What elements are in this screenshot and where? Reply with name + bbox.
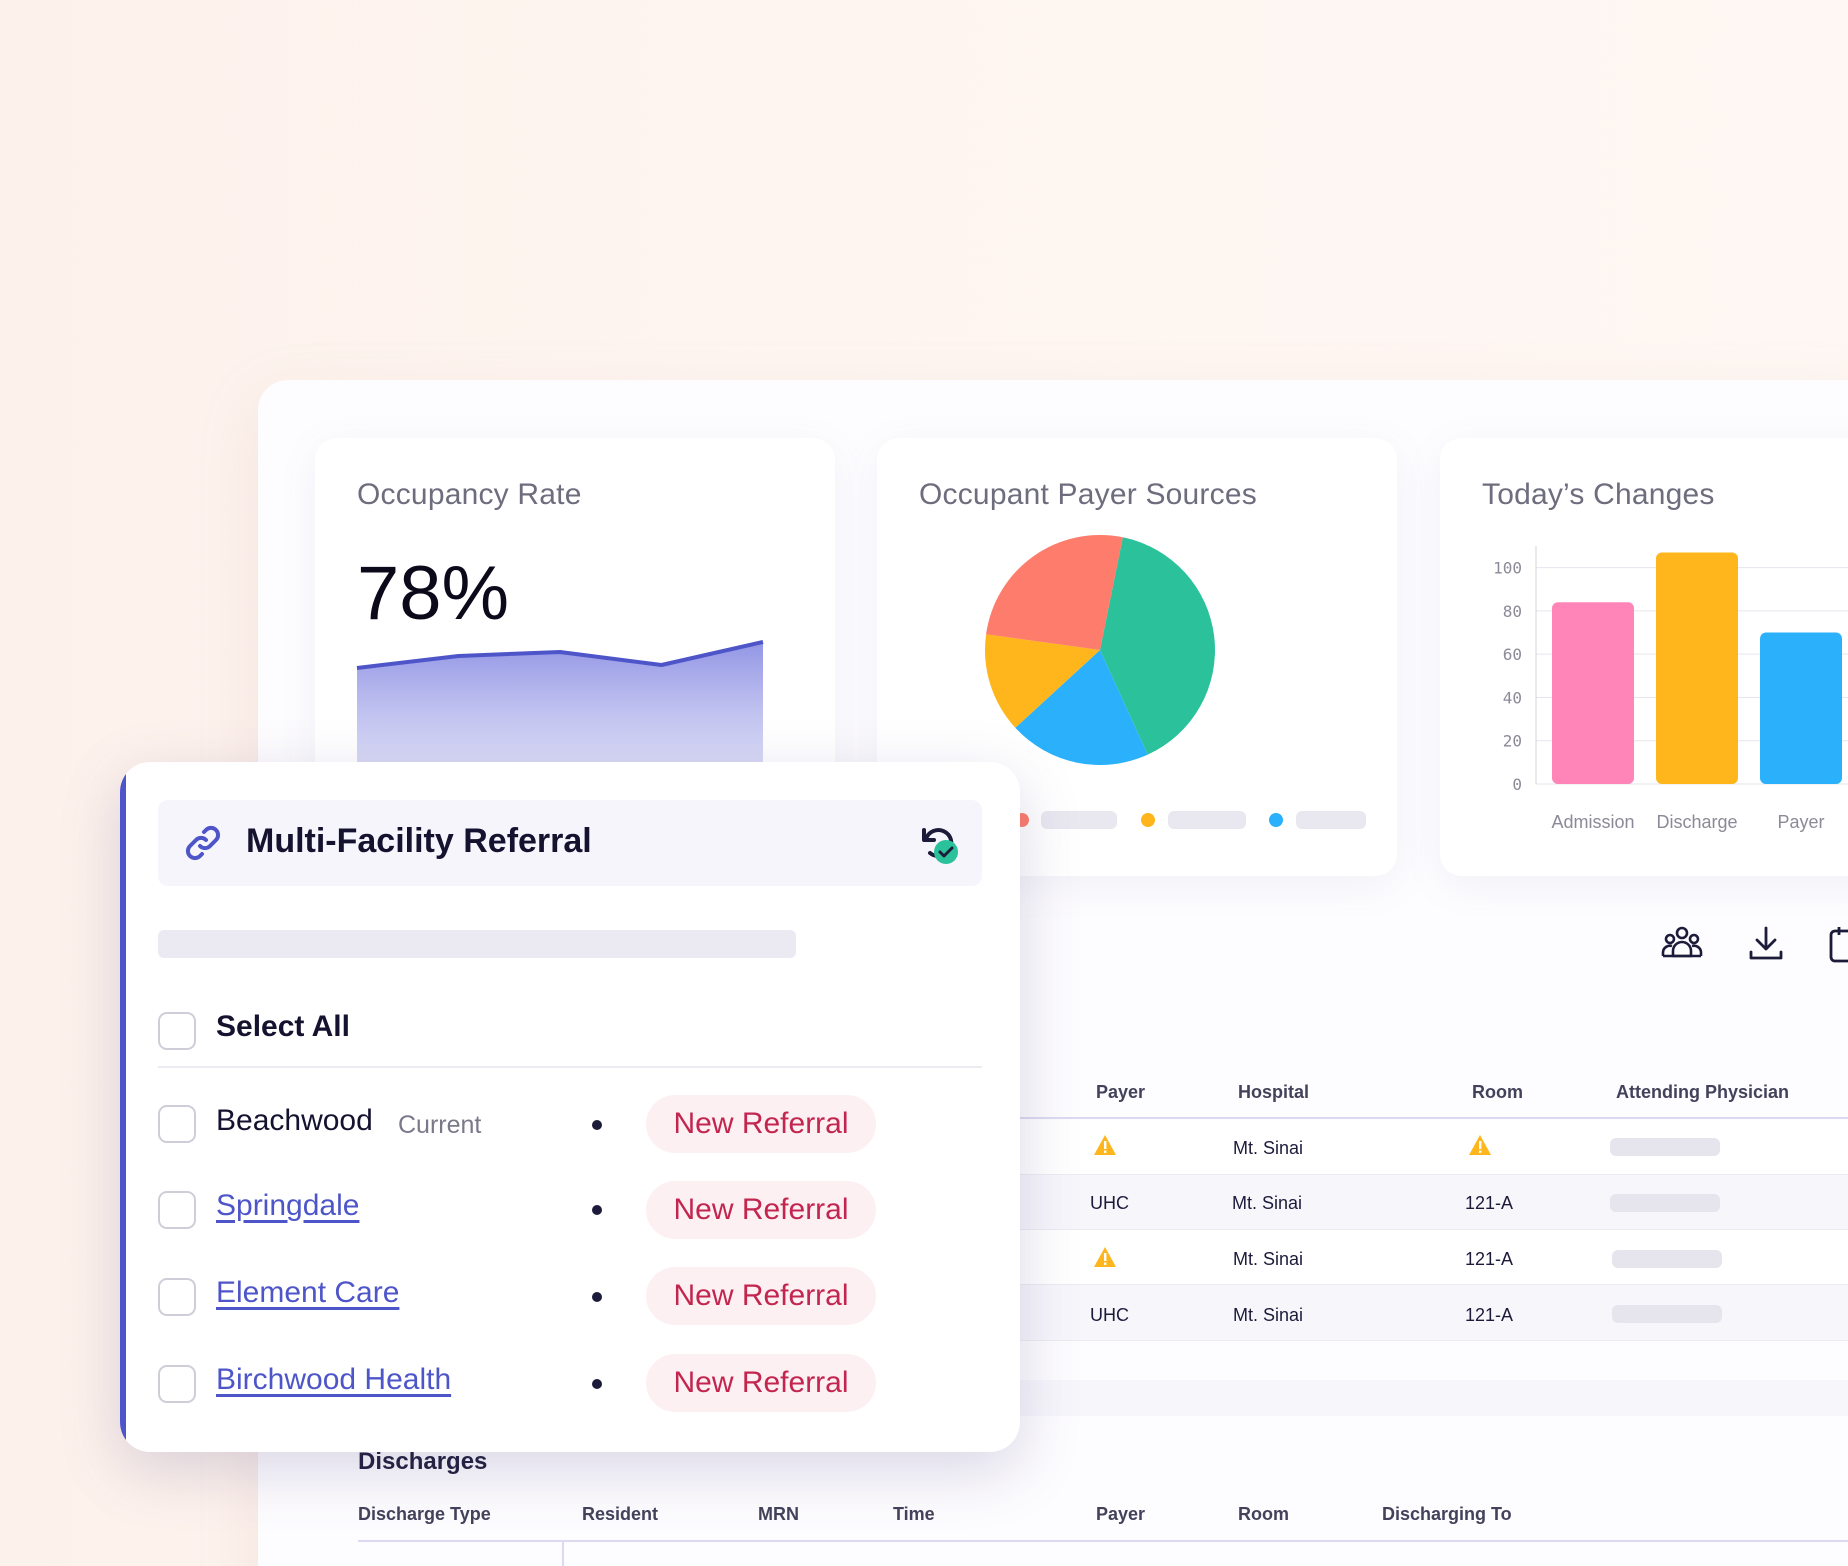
room-cell: 121-A (1465, 1305, 1514, 1325)
table-header-divider (358, 1540, 1848, 1542)
facility-link[interactable]: Springdale (216, 1189, 360, 1222)
modal-title: Multi-Facility Referral (246, 822, 592, 860)
bullet (592, 1205, 602, 1215)
warning-icon (1094, 1135, 1116, 1155)
room-cell: 121-A (1465, 1249, 1514, 1269)
column-divider (562, 1540, 564, 1566)
todays-changes-card: Today’s Changes 100 80 60 40 20 0 Admission Dis… (1440, 438, 1848, 876)
status-badge: New Referral (646, 1354, 876, 1412)
y-tick-label: 40 (1503, 688, 1522, 707)
select-all-checkbox[interactable] (158, 1012, 196, 1050)
hospital-cell: Mt. Sinai (1232, 1193, 1303, 1213)
legend-label-placeholder (1168, 811, 1246, 829)
sync-check-icon[interactable] (914, 820, 962, 868)
column-header-attending-physician[interactable]: Attending Physician (1616, 1082, 1790, 1102)
y-tick-label: 20 (1503, 732, 1522, 751)
facility-link[interactable]: Element Care (216, 1276, 400, 1309)
physician-placeholder (1610, 1138, 1720, 1156)
calendar-icon[interactable] (1826, 922, 1848, 966)
pie-slice-1 (1015, 650, 1148, 765)
bullet (592, 1379, 602, 1389)
facility-checkbox[interactable] (158, 1278, 196, 1316)
y-tick-label: 100 (1493, 559, 1522, 578)
column-header-payer[interactable]: Payer (1096, 1504, 1146, 1524)
row-divider (1000, 1340, 1848, 1341)
hospital-cell: Mt. Sinai (1233, 1249, 1304, 1269)
current-facility-tag: Current (398, 1111, 482, 1139)
group-icon[interactable] (1660, 922, 1704, 966)
payer-sources-title: Occupant Payer Sources (919, 478, 1257, 511)
row-divider (1000, 1229, 1848, 1230)
physician-placeholder (1610, 1194, 1720, 1212)
occupancy-rate-value: 78% (357, 551, 510, 636)
x-tick-label: Admission (1551, 812, 1634, 832)
select-all-label: Select All (216, 1010, 350, 1043)
facility-checkbox[interactable] (158, 1191, 196, 1229)
legend-label-placeholder (1041, 811, 1117, 829)
discharges-title: Discharges (358, 1448, 488, 1475)
link-icon (185, 825, 221, 861)
facility-checkbox[interactable] (158, 1365, 196, 1403)
bar-discharge (1656, 552, 1738, 784)
payer-cell: UHC (1090, 1193, 1129, 1213)
warning-icon (1469, 1135, 1491, 1155)
column-header-discharge-type[interactable]: Discharge Type (358, 1504, 491, 1524)
y-tick-label: 60 (1503, 645, 1522, 664)
column-header-hospital[interactable]: Hospital (1238, 1082, 1310, 1102)
x-tick-label: Discharge (1656, 812, 1737, 832)
facility-checkbox[interactable] (158, 1105, 196, 1143)
facility-search-placeholder[interactable] (158, 930, 796, 958)
facility-link[interactable]: Birchwood Health (216, 1363, 452, 1396)
warning-icon (1094, 1247, 1116, 1267)
physician-placeholder (1612, 1250, 1722, 1268)
legend-label-placeholder (1296, 811, 1366, 829)
column-header-payer[interactable]: Payer (1096, 1082, 1146, 1102)
legend-dot-blue (1269, 813, 1283, 827)
occupancy-trend-line (356, 640, 764, 670)
status-badge: New Referral (646, 1267, 876, 1325)
status-badge: New Referral (646, 1095, 876, 1153)
bar-payer (1760, 632, 1842, 784)
table-footer (1000, 1380, 1848, 1416)
column-header-room[interactable]: Room (1238, 1504, 1289, 1524)
hospital-cell: Mt. Sinai (1233, 1138, 1304, 1158)
bar-admission (1552, 602, 1634, 784)
pie-slice-2 (985, 634, 1100, 728)
modal-header: Multi-Facility Referral (158, 800, 982, 886)
bullet (592, 1292, 602, 1302)
todays-changes-bar-chart: 100 80 60 40 20 0 Admission Discharge Payer (1493, 546, 1848, 832)
pie-slice-0 (1100, 537, 1215, 755)
column-header-discharging-to[interactable]: Discharging To (1382, 1504, 1512, 1524)
pie-slice-3 (986, 535, 1123, 650)
multi-facility-referral-modal: Multi-Facility Referral Select All Beach… (120, 762, 1020, 1452)
legend-dot-yellow (1141, 813, 1155, 827)
occupancy-rate-title: Occupancy Rate (357, 478, 582, 511)
row-divider (1000, 1284, 1848, 1285)
column-header-mrn[interactable]: MRN (758, 1504, 799, 1524)
bullet (592, 1120, 602, 1130)
facility-name: Beachwood (216, 1104, 373, 1137)
todays-changes-title: Today’s Changes (1482, 478, 1715, 511)
x-tick-label: Payer (1777, 812, 1824, 832)
payer-sources-pie-chart (985, 535, 1215, 765)
column-header-time[interactable]: Time (893, 1504, 935, 1524)
download-icon[interactable] (1744, 922, 1788, 966)
payer-cell: UHC (1090, 1305, 1129, 1325)
row-divider (1000, 1174, 1848, 1175)
table-row-bg (1000, 1120, 1848, 1175)
physician-placeholder (1612, 1305, 1722, 1323)
modal-accent-bar (120, 762, 126, 1452)
hospital-cell: Mt. Sinai (1233, 1305, 1304, 1325)
column-header-resident[interactable]: Resident (582, 1504, 659, 1524)
column-header-room[interactable]: Room (1472, 1082, 1523, 1102)
divider (158, 1066, 982, 1068)
table-header-divider (1000, 1117, 1848, 1119)
room-cell: 121-A (1465, 1193, 1514, 1213)
y-tick-label: 0 (1512, 775, 1522, 794)
y-tick-label: 80 (1503, 602, 1522, 621)
status-badge: New Referral (646, 1181, 876, 1239)
